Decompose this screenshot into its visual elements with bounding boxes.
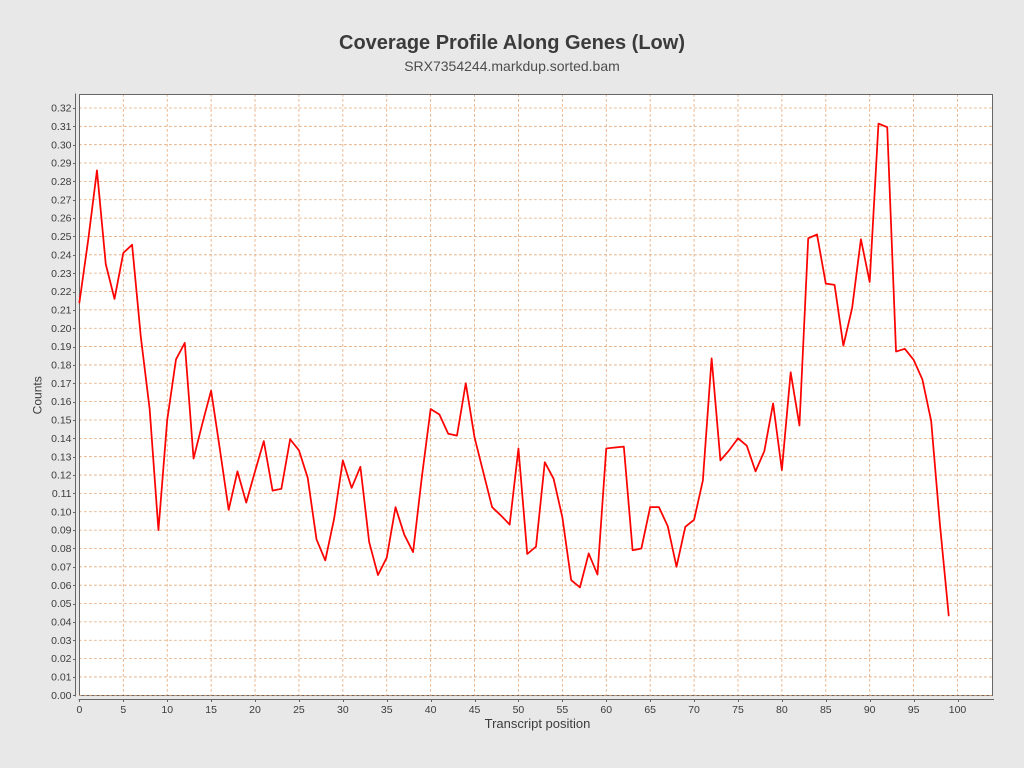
svg-text:75: 75 xyxy=(732,704,744,716)
svg-text:0.03: 0.03 xyxy=(51,635,72,647)
svg-text:80: 80 xyxy=(776,704,788,716)
svg-text:0.27: 0.27 xyxy=(51,194,72,206)
svg-text:0.09: 0.09 xyxy=(51,525,72,537)
svg-text:0.21: 0.21 xyxy=(51,304,72,316)
svg-text:0.13: 0.13 xyxy=(51,451,72,463)
svg-text:0.18: 0.18 xyxy=(51,360,72,372)
svg-text:0.17: 0.17 xyxy=(51,378,72,390)
svg-text:20: 20 xyxy=(249,704,261,716)
svg-text:30: 30 xyxy=(337,704,349,716)
svg-text:0.24: 0.24 xyxy=(51,249,72,261)
svg-text:40: 40 xyxy=(425,704,437,716)
svg-text:90: 90 xyxy=(864,704,876,716)
svg-text:0.15: 0.15 xyxy=(51,415,72,427)
svg-text:0.12: 0.12 xyxy=(51,470,72,482)
svg-text:45: 45 xyxy=(469,704,481,716)
svg-text:0.23: 0.23 xyxy=(51,268,72,280)
svg-text:0.22: 0.22 xyxy=(51,286,72,298)
svg-text:0.10: 0.10 xyxy=(51,506,72,518)
svg-text:0.06: 0.06 xyxy=(51,580,72,592)
svg-text:100: 100 xyxy=(949,704,967,716)
svg-text:0.25: 0.25 xyxy=(51,231,72,243)
svg-text:0.29: 0.29 xyxy=(51,158,72,170)
svg-text:0.00: 0.00 xyxy=(51,690,72,702)
svg-text:0.31: 0.31 xyxy=(51,121,72,133)
svg-text:0: 0 xyxy=(76,704,82,716)
svg-text:55: 55 xyxy=(557,704,569,716)
svg-text:65: 65 xyxy=(644,704,656,716)
svg-text:70: 70 xyxy=(688,704,700,716)
svg-text:95: 95 xyxy=(908,704,920,716)
svg-text:0.32: 0.32 xyxy=(51,103,72,115)
svg-text:0.05: 0.05 xyxy=(51,598,72,610)
svg-text:15: 15 xyxy=(205,704,217,716)
svg-text:Transcript position: Transcript position xyxy=(485,716,591,731)
svg-text:Counts: Counts xyxy=(30,376,44,414)
svg-text:0.28: 0.28 xyxy=(51,176,72,188)
svg-text:0.30: 0.30 xyxy=(51,139,72,151)
svg-text:35: 35 xyxy=(381,704,393,716)
svg-text:0.08: 0.08 xyxy=(51,543,72,555)
svg-text:0.04: 0.04 xyxy=(51,616,72,628)
svg-text:0.11: 0.11 xyxy=(52,488,72,500)
svg-text:0.26: 0.26 xyxy=(51,213,72,225)
svg-text:0.16: 0.16 xyxy=(51,396,72,408)
svg-text:25: 25 xyxy=(293,704,305,716)
svg-text:0.14: 0.14 xyxy=(51,433,72,445)
svg-text:0.20: 0.20 xyxy=(51,323,72,335)
svg-text:10: 10 xyxy=(161,704,173,716)
svg-text:60: 60 xyxy=(600,704,612,716)
svg-text:0.19: 0.19 xyxy=(51,341,72,353)
svg-text:5: 5 xyxy=(120,704,126,716)
svg-text:0.01: 0.01 xyxy=(51,672,72,684)
svg-text:0.07: 0.07 xyxy=(51,561,72,573)
svg-text:0.02: 0.02 xyxy=(51,653,72,665)
svg-text:85: 85 xyxy=(820,704,832,716)
svg-text:50: 50 xyxy=(513,704,525,716)
